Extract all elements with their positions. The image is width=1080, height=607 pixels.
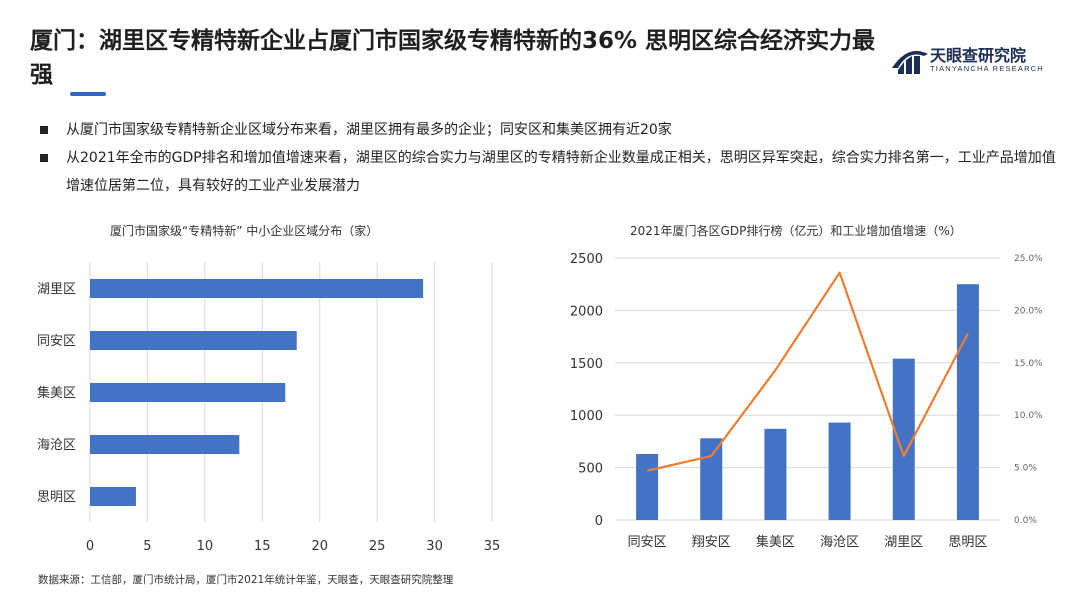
bar-思明区 [90,487,136,506]
x-tick-label: 10 [197,539,214,554]
bar-湖里区 [90,279,424,298]
x-tick-label: 30 [426,539,443,554]
bar-湖里区 [892,358,915,520]
y-left-tick-label: 500 [578,462,603,477]
x-tick-label: 20 [311,539,328,554]
bar-海沧区 [90,435,240,454]
category-label: 集美区 [756,534,795,550]
growth-rate-line [646,271,969,472]
category-label: 海沧区 [820,534,859,550]
y-left-tick-label: 2500 [570,252,603,267]
bullet-square-icon [40,126,48,134]
bullet-item: 从厦门市国家级专精特新企业区域分布来看，湖里区拥有最多的企业；同安区和集美区拥有… [38,116,1068,144]
y-left-tick-label: 0 [595,514,603,529]
bar-集美区 [764,428,787,520]
logo-mark-icon [892,51,928,74]
logo-name: 天眼查研究院 [930,46,1027,65]
y-left-tick-label: 1000 [570,409,603,424]
logo: 天眼查研究院 TIANYANCHA RESEARCH [890,40,1050,80]
bullet-text: 从2021年全市的GDP排名和增加值增速来看，湖里区的综合实力与湖里区的专精特新… [66,150,1056,194]
category-label: 思明区 [37,490,76,505]
bar-海沧区 [828,422,851,520]
title-underline [70,92,106,96]
category-label: 集美区 [37,385,76,401]
logo-subtitle: TIANYANCHA RESEARCH [930,64,1044,73]
category-label: 湖里区 [884,535,923,550]
y-left-tick-label: 1500 [570,357,603,372]
category-label: 思明区 [948,535,987,550]
x-tick-label: 25 [369,539,386,554]
category-label: 同安区 [628,535,667,550]
y-right-tick-label: 10.0% [1014,411,1043,421]
x-tick-label: 0 [86,539,94,554]
bullet-text: 从厦门市国家级专精特新企业区域分布来看，湖里区拥有最多的企业；同安区和集美区拥有… [66,122,672,138]
bar-集美区 [90,383,286,402]
right-chart-title: 2021年厦门各区GDP排行榜（亿元）和工业增加值增速（%） [630,224,962,238]
data-source: 数据来源：工信部，厦门市统计局，厦门市2021年统计年鉴，天眼查，天眼查研究院整… [38,574,454,586]
bullet-list: 从厦门市国家级专精特新企业区域分布来看，湖里区拥有最多的企业；同安区和集美区拥有… [38,116,1068,200]
bar-翔安区 [700,438,723,520]
x-tick-label: 35 [484,539,501,554]
bar-思明区 [956,284,979,520]
y-left-tick-label: 2000 [570,304,603,319]
y-right-tick-label: 5.0% [1014,464,1037,474]
y-right-tick-label: 15.0% [1014,359,1043,369]
bullet-square-icon [40,154,48,162]
bar-同安区 [90,331,297,350]
page-title: 厦门：湖里区专精特新企业占厦门市国家级专精特新的36% 思明区综合经济实力最强 [30,28,876,88]
y-right-tick-label: 20.0% [1014,306,1043,316]
category-label: 湖里区 [37,282,76,297]
x-tick-label: 15 [254,539,271,554]
y-right-tick-label: 25.0% [1014,254,1043,264]
left-chart-title: 厦门市国家级“专精特新” 中小企业区域分布（家） [110,224,379,238]
category-label: 海沧区 [37,437,76,453]
y-right-tick-label: 0.0% [1014,516,1037,526]
category-label: 翔安区 [692,535,731,550]
bar-同安区 [636,453,659,520]
x-tick-label: 5 [143,539,151,554]
bullet-item: 从2021年全市的GDP排名和增加值增速来看，湖里区的综合实力与湖里区的专精特新… [38,144,1068,200]
category-label: 同安区 [37,334,76,349]
